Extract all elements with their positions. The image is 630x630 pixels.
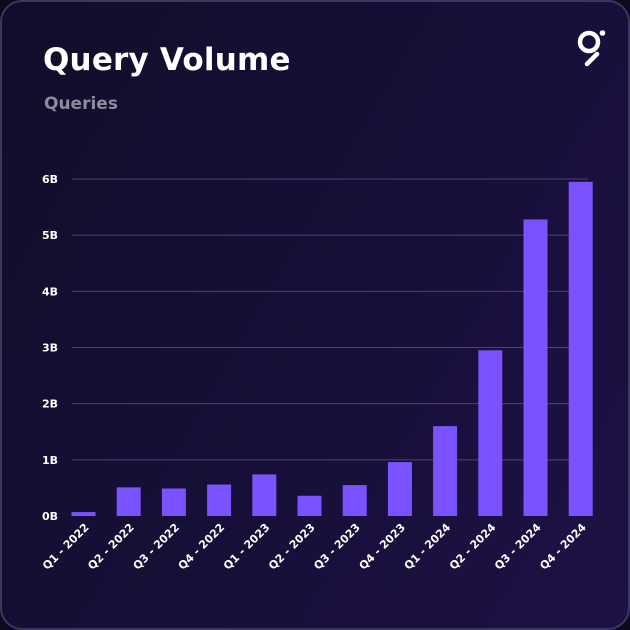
bar-q1-2024 — [433, 426, 458, 516]
x-tick-label: Q3 - 2023 — [311, 521, 363, 573]
x-tick-label: Q2 - 2024 — [447, 521, 499, 573]
bar-q3-2024 — [523, 219, 548, 516]
y-tick-label: 2B — [42, 398, 58, 411]
y-tick-label: 5B — [42, 229, 58, 242]
bar-q3-2023 — [342, 485, 367, 516]
x-tick-label: Q4 - 2024 — [537, 521, 589, 573]
y-axis-ticks: 0B 1B 2B 3B 4B 5B 6B — [42, 173, 58, 523]
bar-q4-2022 — [207, 484, 232, 516]
grid-lines — [72, 178, 588, 461]
bar-q4-2024 — [568, 181, 593, 516]
y-tick-label: 0B — [42, 510, 58, 523]
x-tick-label: Q1 - 2023 — [221, 521, 273, 573]
chart-title: Query Volume — [43, 42, 291, 78]
x-tick-label: Q3 - 2022 — [131, 521, 183, 573]
bars — [71, 181, 593, 516]
y-tick-label: 3B — [42, 342, 58, 355]
bar-q2-2022 — [116, 487, 141, 516]
bar-q1-2023 — [252, 474, 277, 516]
chart-subtitle: Queries — [44, 94, 118, 114]
x-tick-label: Q2 - 2022 — [85, 521, 137, 573]
bar-q2-2023 — [297, 495, 322, 516]
y-tick-label: 4B — [42, 285, 58, 298]
y-tick-label: 1B — [42, 454, 58, 467]
x-tick-label: Q1 - 2022 — [40, 521, 92, 573]
x-tick-label: Q4 - 2022 — [176, 521, 228, 573]
bar-q2-2024 — [478, 350, 503, 516]
x-tick-label: Q3 - 2024 — [492, 521, 544, 573]
x-tick-label: Q4 - 2023 — [357, 521, 409, 573]
bar-q3-2022 — [161, 488, 186, 516]
x-tick-label: Q1 - 2024 — [402, 521, 454, 573]
graph-logo-icon — [577, 30, 606, 67]
bar-q1-2022 — [71, 512, 96, 516]
y-tick-label: 6B — [42, 173, 58, 186]
bar-q4-2023 — [387, 462, 412, 516]
x-tick-label: Q2 - 2023 — [266, 521, 318, 573]
